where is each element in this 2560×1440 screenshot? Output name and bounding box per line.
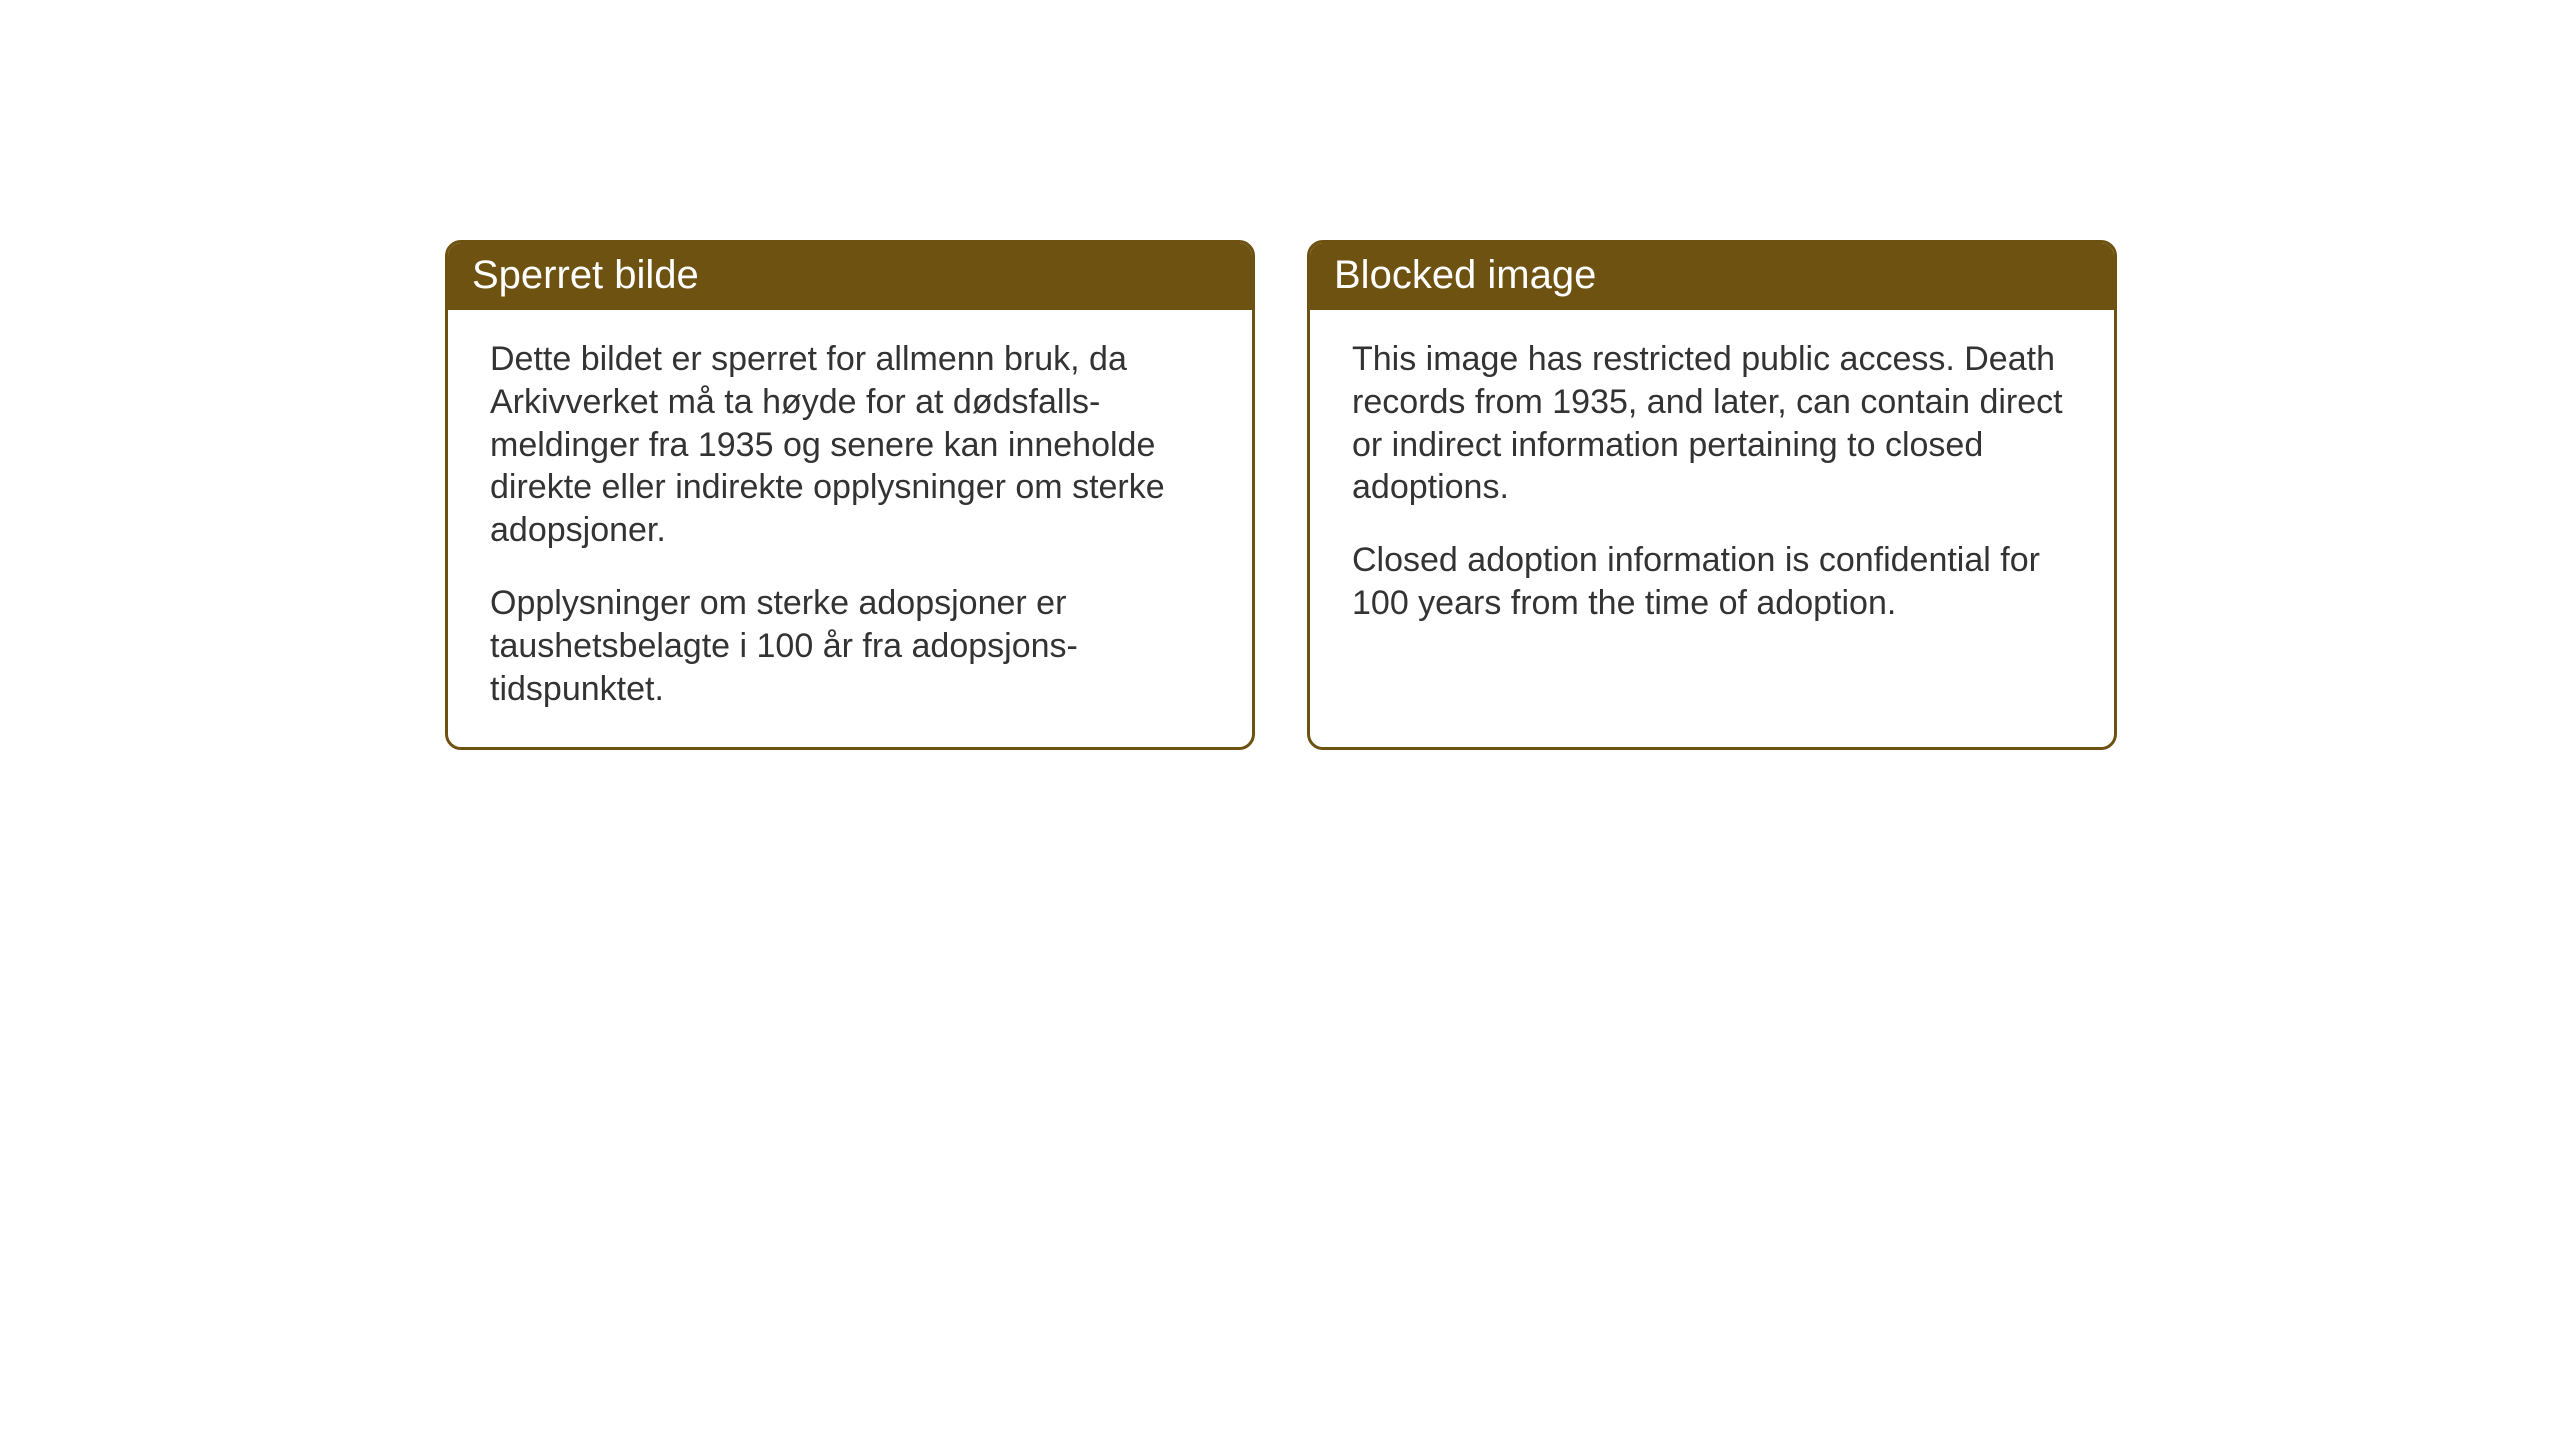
card-body-english: This image has restricted public access.…: [1310, 310, 2114, 700]
notice-card-norwegian: Sperret bilde Dette bildet er sperret fo…: [445, 240, 1255, 750]
card-paragraph-2-english: Closed adoption information is confident…: [1352, 539, 2072, 625]
notice-container: Sperret bilde Dette bildet er sperret fo…: [445, 240, 2117, 750]
card-title-english: Blocked image: [1334, 253, 1596, 297]
notice-card-english: Blocked image This image has restricted …: [1307, 240, 2117, 750]
card-title-norwegian: Sperret bilde: [472, 253, 699, 297]
card-header-norwegian: Sperret bilde: [448, 243, 1252, 310]
card-paragraph-1-english: This image has restricted public access.…: [1352, 338, 2072, 509]
card-paragraph-2-norwegian: Opplysninger om sterke adopsjoner er tau…: [490, 582, 1210, 710]
card-header-english: Blocked image: [1310, 243, 2114, 310]
card-body-norwegian: Dette bildet er sperret for allmenn bruk…: [448, 310, 1252, 747]
card-paragraph-1-norwegian: Dette bildet er sperret for allmenn bruk…: [490, 338, 1210, 552]
